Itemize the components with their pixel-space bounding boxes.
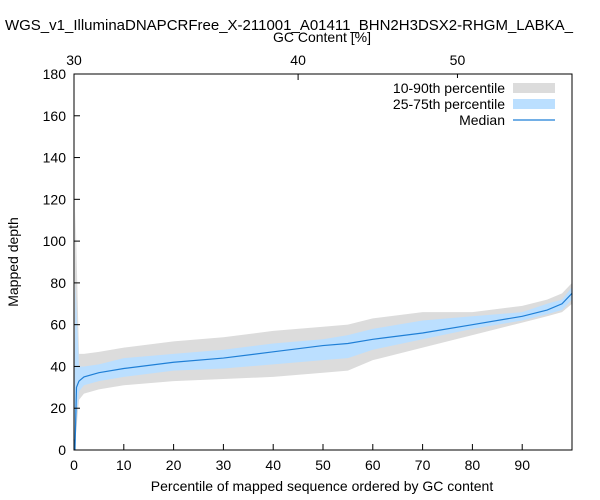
band-25-75 — [74, 282, 572, 450]
y-tick-label: 80 — [50, 275, 66, 291]
y-tick-label: 180 — [43, 66, 67, 82]
x-tick-label: 60 — [365, 457, 381, 473]
chart-title: WGS_v1_IlluminaDNAPCRFree_X-211001_A0141… — [5, 17, 574, 34]
x-tick-label: 90 — [514, 457, 530, 473]
x2-tick-label: 30 — [66, 52, 82, 68]
y-tick-label: 20 — [50, 400, 66, 416]
y-tick-label: 120 — [43, 191, 67, 207]
y-tick-label: 60 — [50, 317, 66, 333]
x-tick-label: 80 — [465, 457, 481, 473]
legend-swatch — [513, 83, 555, 93]
plot-frame — [73, 73, 573, 451]
legend-label: Median — [459, 112, 505, 128]
y-tick-label: 100 — [43, 233, 67, 249]
plot-layer — [73, 209, 573, 451]
x-axis-label: Percentile of mapped sequence ordered by… — [151, 478, 494, 494]
y-tick-label: 140 — [43, 150, 67, 166]
x-tick-label: 20 — [166, 457, 182, 473]
y-tick-label: 40 — [50, 358, 66, 374]
x-tick-label: 70 — [415, 457, 431, 473]
x2-tick-label: 40 — [290, 52, 306, 68]
y-tick-label: 160 — [43, 108, 67, 124]
x-tick-label: 50 — [315, 457, 331, 473]
top-axis-label: GC Content [%] — [273, 29, 371, 45]
x-tick-label: 30 — [216, 457, 232, 473]
y-tick-label: 0 — [58, 442, 66, 458]
median-line — [73, 292, 573, 451]
legend-label: 25-75th percentile — [393, 96, 505, 112]
x-tick-label: 40 — [265, 457, 281, 473]
legend-label: 10-90th percentile — [393, 80, 505, 96]
legend-swatch — [513, 99, 555, 109]
band-10-90 — [74, 209, 572, 450]
axis-layer: 0 10 20 30 40 50 60 70 80 90 0 20 40 60 80 100 120 140 160… — [43, 52, 531, 473]
x2-tick-label: 50 — [450, 52, 466, 68]
x-tick-label: 0 — [70, 457, 78, 473]
y-axis-label: Mapped depth — [5, 217, 21, 307]
x-tick-label: 10 — [116, 457, 132, 473]
